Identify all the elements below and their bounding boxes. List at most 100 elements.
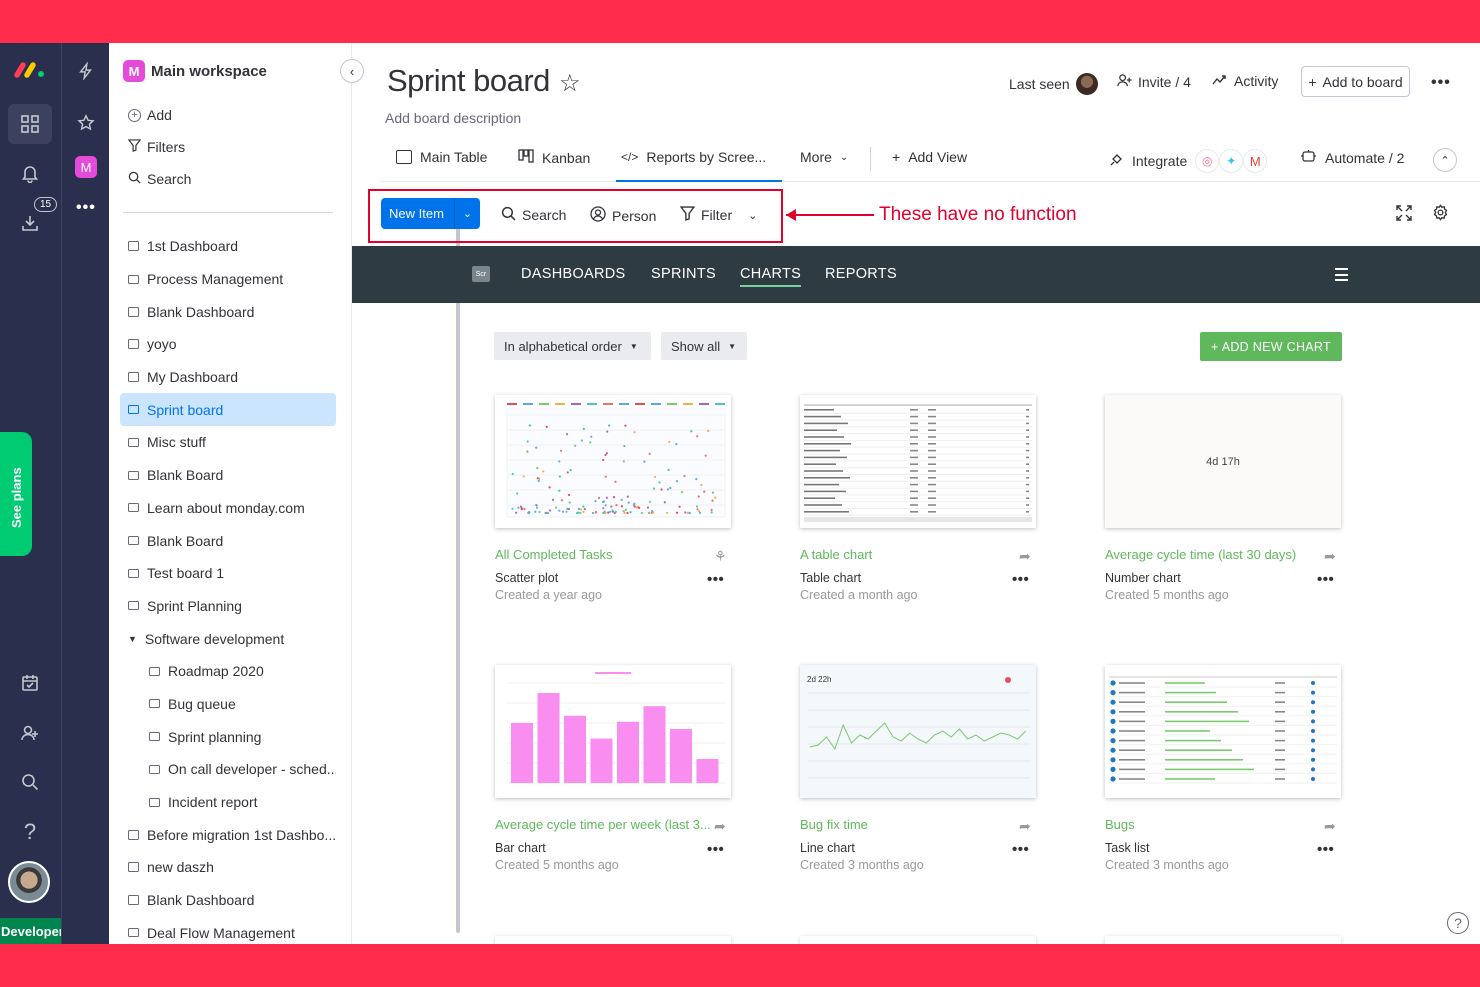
sidebar-item[interactable]: Roadmap 2020 <box>120 655 336 688</box>
sidebar-item[interactable]: Bug queue <box>120 688 336 721</box>
card-title[interactable]: Average cycle time (last 30 days) <box>1105 547 1297 562</box>
add-view-button[interactable]: + Add View <box>892 149 967 165</box>
page-title[interactable]: Sprint board <box>387 63 550 98</box>
notifications-bell-icon[interactable] <box>18 161 42 185</box>
sidebar-item[interactable]: yoyo <box>120 328 336 361</box>
sidebar-item[interactable]: Deal Flow Management <box>120 916 336 944</box>
more-dots-icon[interactable]: ••• <box>76 199 96 216</box>
card-menu-dots-icon[interactable]: ••• <box>1317 841 1335 858</box>
sidebar-item[interactable]: Learn about monday.com <box>120 492 336 525</box>
new-item-button[interactable]: New Item ⌄ <box>381 198 480 229</box>
lightning-icon[interactable] <box>74 59 98 83</box>
app-logo[interactable]: Scr <box>472 266 490 282</box>
workspace-header[interactable]: M Main workspace <box>123 60 267 82</box>
share-nodes-icon[interactable]: ⚘ <box>714 548 727 564</box>
sidebar-item[interactable]: Sprint planning <box>120 720 336 753</box>
tab-main-table[interactable]: Main Table <box>396 149 487 165</box>
sidebar-item[interactable]: Misc stuff <box>120 426 336 459</box>
invite-button[interactable]: Invite / 4 <box>1117 73 1191 91</box>
settings-gear-icon[interactable] <box>1432 204 1449 226</box>
see-plans-button[interactable]: See plans <box>0 432 32 556</box>
card-menu-dots-icon[interactable]: ••• <box>1317 571 1335 588</box>
chart-thumbnail-number[interactable]: 4d 17h <box>1105 395 1341 528</box>
add-new-chart-button[interactable]: + ADD NEW CHART <box>1200 332 1342 361</box>
nav-dashboards[interactable]: DASHBOARDS <box>521 266 626 282</box>
share-arrow-icon[interactable]: ➦ <box>1019 548 1031 564</box>
tab-kanban[interactable]: Kanban <box>518 149 590 166</box>
card-title[interactable]: Bugs <box>1105 817 1135 832</box>
add-to-board-button[interactable]: + Add to board <box>1301 66 1410 97</box>
share-arrow-icon[interactable]: ➦ <box>1324 548 1336 564</box>
share-arrow-icon[interactable]: ➦ <box>1324 818 1336 834</box>
filters-action[interactable]: Filters <box>127 139 185 155</box>
card-menu-dots-icon[interactable]: ••• <box>707 841 725 858</box>
help-question-icon[interactable]: ? <box>23 819 37 844</box>
sidebar-item[interactable]: Sprint Planning <box>120 590 336 623</box>
filter-button[interactable]: Filter ⌄ <box>679 206 757 224</box>
sidebar-item[interactable]: ▼ Software development <box>120 622 336 655</box>
work-management-icon[interactable] <box>8 104 52 144</box>
person-filter-button[interactable]: Person <box>590 206 656 225</box>
sidebar-item[interactable]: Before migration 1st Dashbo... <box>120 818 336 851</box>
collapse-header-button[interactable]: ⌃ <box>1433 148 1457 172</box>
tab-more[interactable]: More ⌄ <box>800 149 848 165</box>
card-title[interactable]: Bug fix time <box>800 817 868 832</box>
favorites-star-icon[interactable] <box>74 111 98 135</box>
search-button[interactable]: Search <box>501 206 566 224</box>
monday-logo[interactable] <box>14 59 46 79</box>
sidebar-item[interactable]: new daszh <box>120 851 336 884</box>
new-item-dropdown-chevron-icon[interactable]: ⌄ <box>454 198 480 229</box>
chart-thumbnail-table[interactable] <box>800 395 1036 528</box>
activity-button[interactable]: Activity <box>1212 73 1278 89</box>
favorite-star-icon[interactable]: ☆ <box>559 70 581 97</box>
sidebar-item[interactable]: Blank Dashboard <box>120 884 336 917</box>
sidebar-item[interactable]: Sprint board <box>120 393 336 427</box>
workspace-avatar-icon[interactable]: M <box>75 156 97 178</box>
share-arrow-icon[interactable]: ➦ <box>714 818 726 834</box>
chart-thumbnail-tasklist[interactable] <box>1105 665 1341 798</box>
task-status <box>1311 757 1315 762</box>
card-title[interactable]: A table chart <box>800 547 873 562</box>
chart-thumbnail-scatter[interactable] <box>495 395 731 528</box>
integrate-button[interactable]: Integrate ◎ ✦ M <box>1108 149 1268 173</box>
search-action[interactable]: Search <box>128 171 191 187</box>
tab-reports[interactable]: </> Reports by Scree... <box>621 149 766 165</box>
sidebar-item[interactable]: Blank Dashboard <box>120 295 336 328</box>
card-menu-dots-icon[interactable]: ••• <box>707 571 725 588</box>
sidebar-item[interactable]: Test board 1 <box>120 557 336 590</box>
chart-thumbnail-line[interactable]: 2d 22h <box>800 665 1036 798</box>
nav-sprints[interactable]: SPRINTS <box>651 266 716 282</box>
sidebar-item[interactable]: On call developer - sched... <box>120 753 336 786</box>
sidebar-item[interactable]: Process Management <box>120 263 336 296</box>
fullscreen-icon[interactable] <box>1395 204 1413 227</box>
sort-select[interactable]: In alphabetical order ▼ <box>494 332 651 360</box>
collapse-sidebar-button[interactable]: ‹ <box>340 59 364 83</box>
last-seen[interactable]: Last seen <box>1009 73 1098 95</box>
share-arrow-icon[interactable]: ➦ <box>1019 818 1031 834</box>
nav-reports[interactable]: REPORTS <box>825 266 897 282</box>
show-select[interactable]: Show all ▼ <box>661 332 747 360</box>
sidebar-scrollbar[interactable] <box>456 213 460 933</box>
hamburger-menu-icon[interactable] <box>1335 268 1348 285</box>
sidebar-item[interactable]: 1st Dashboard <box>120 230 336 263</box>
board-description[interactable]: Add board description <box>385 110 522 126</box>
card-menu-dots-icon[interactable]: ••• <box>1012 841 1030 858</box>
sidebar-item[interactable]: Blank Board <box>120 459 336 492</box>
automate-button[interactable]: Automate / 2 <box>1300 149 1404 166</box>
card-menu-dots-icon[interactable]: ••• <box>1012 571 1030 588</box>
sidebar-item[interactable]: Incident report <box>120 786 336 819</box>
chart-thumbnail-bar[interactable] <box>495 665 731 798</box>
board-menu-dots-icon[interactable]: ••• <box>1431 74 1451 91</box>
help-circle-icon[interactable]: ? <box>1447 912 1469 934</box>
card-title[interactable]: All Completed Tasks <box>495 547 613 562</box>
search-icon[interactable] <box>18 770 42 794</box>
my-work-calendar-icon[interactable] <box>18 671 42 695</box>
card-title[interactable]: Average cycle time per week (last 3... <box>495 817 711 832</box>
nav-charts[interactable]: CHARTS <box>740 266 802 287</box>
sidebar-item[interactable]: My Dashboard <box>120 361 336 394</box>
add-action[interactable]: + Add <box>128 107 172 123</box>
inbox-download-icon[interactable] <box>18 211 42 235</box>
sidebar-item[interactable]: Blank Board <box>120 524 336 557</box>
user-avatar[interactable] <box>8 861 50 903</box>
invite-members-icon[interactable] <box>18 721 42 745</box>
